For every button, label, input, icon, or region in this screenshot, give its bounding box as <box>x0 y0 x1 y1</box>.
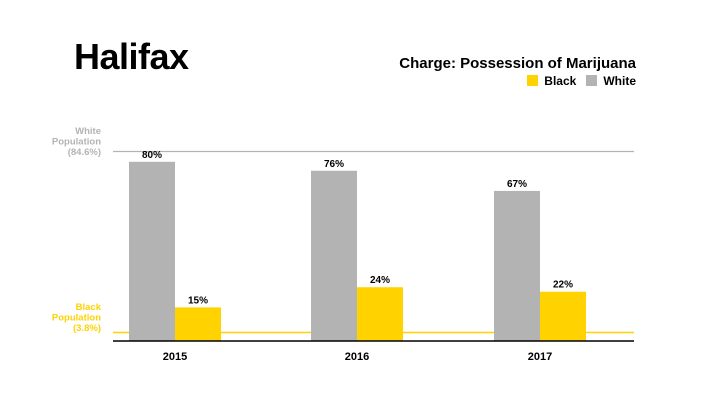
data-label-white-2016: 76% <box>324 159 344 170</box>
x-tick-label-2016: 2016 <box>345 351 369 363</box>
bar-white-2015 <box>129 161 175 341</box>
legend-swatch-white <box>586 75 598 86</box>
legend-item-black: Black <box>527 74 576 88</box>
black-population-label: Black <box>76 302 102 313</box>
legend-swatch-black <box>527 75 539 86</box>
white-population-label: White <box>75 126 101 137</box>
x-tick-label-2015: 2015 <box>163 351 187 363</box>
bar-black-2015 <box>175 307 221 341</box>
chart-title: Charge: Possession of Marijuana <box>399 55 636 72</box>
data-label-white-2017: 67% <box>507 179 527 190</box>
legend: Black White <box>527 74 636 88</box>
x-tick-label-2017: 2017 <box>528 351 552 363</box>
legend-label-black: Black <box>544 74 577 88</box>
legend-item-white: White <box>586 74 636 88</box>
data-label-black-2016: 24% <box>370 275 390 286</box>
bar-black-2017 <box>540 291 586 341</box>
data-label-black-2015: 15% <box>188 295 208 306</box>
bar-white-2016 <box>311 170 357 341</box>
data-label-black-2017: 22% <box>553 280 573 291</box>
black-population-label: Population <box>52 312 101 323</box>
page-title: Halifax <box>74 36 189 77</box>
bar-black-2016 <box>357 287 403 341</box>
black-population-label: (3.8%) <box>73 323 101 334</box>
data-label-white-2015: 80% <box>142 150 162 161</box>
bar-white-2017 <box>494 190 540 341</box>
legend-label-white: White <box>603 74 636 88</box>
white-population-label: Population <box>52 136 101 147</box>
white-population-label: (84.6%) <box>68 147 101 158</box>
